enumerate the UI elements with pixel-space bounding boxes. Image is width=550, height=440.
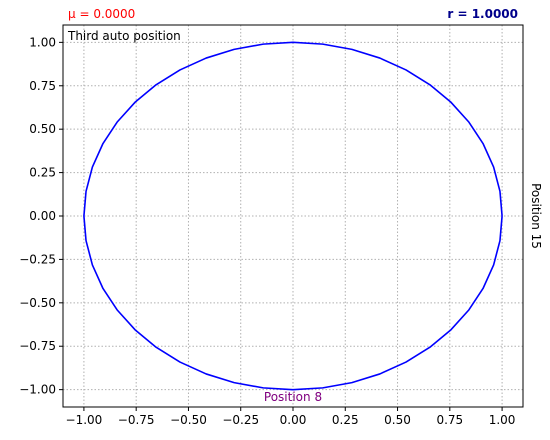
y-tick-label: 1.00 (29, 35, 56, 49)
x-tick-label: −0.25 (222, 413, 259, 427)
series-group (83, 41, 503, 391)
y-tick-label: 0.00 (29, 209, 56, 223)
y-axis-ticks: −1.00 −0.75 −0.50 −0.25 0.00 0.25 0.50 0.75 1.00 (19, 35, 63, 397)
plot-frame (62, 24, 524, 408)
y-tick-label: −1.00 (19, 383, 56, 397)
x-tick-label: −0.50 (170, 413, 207, 427)
mu-annotation: μ = 0.0000 (68, 7, 135, 21)
x-axis-ticks: −1.00 −0.75 −0.50 −0.25 0.00 0.25 0.50 0.75 1.00 (66, 407, 516, 427)
x-tick-label: 0.00 (280, 413, 307, 427)
grid-lines (63, 25, 523, 407)
corner-annotation: Third auto position (67, 29, 181, 43)
y-tick-label: −0.25 (19, 252, 56, 266)
y-tick-label: −0.50 (19, 296, 56, 310)
x-tick-label: −0.75 (118, 413, 155, 427)
series-line (83, 41, 503, 391)
r-annotation: r = 1.0000 (447, 7, 518, 21)
bottom-annotation: Position 8 (264, 390, 322, 404)
y-tick-label: 0.25 (29, 166, 56, 180)
y-tick-label: 0.50 (29, 122, 56, 136)
x-tick-label: 0.75 (436, 413, 463, 427)
y-tick-label: 0.75 (29, 79, 56, 93)
x-tick-label: 1.00 (489, 413, 516, 427)
right-annotation: Position 15 (529, 183, 543, 249)
x-tick-label: 0.50 (384, 413, 411, 427)
x-tick-label: −1.00 (66, 413, 103, 427)
y-tick-label: −0.75 (19, 339, 56, 353)
x-tick-label: 0.25 (332, 413, 359, 427)
